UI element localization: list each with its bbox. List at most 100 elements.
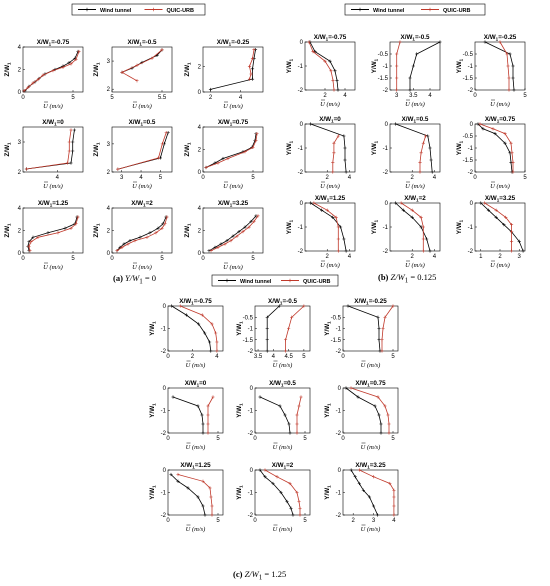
- legend: Wind tunnel QUIC-URB: [211, 274, 339, 287]
- data-point: [295, 490, 299, 495]
- data-point: [399, 201, 403, 205]
- data-point: [415, 52, 419, 56]
- data-point: [421, 249, 425, 253]
- data-point: [67, 140, 71, 144]
- x-tick-label: 3: [518, 254, 522, 260]
- data-point: [503, 132, 507, 136]
- data-point: [65, 161, 70, 165]
- y-tick-label: 3: [107, 59, 111, 65]
- data-point: [250, 67, 255, 71]
- axis-label-x: U (m/s): [273, 444, 293, 451]
- series-line: [310, 202, 347, 252]
- data-point: [208, 486, 212, 490]
- y-tick-label: -1: [383, 225, 389, 231]
- data-point: [510, 151, 514, 155]
- y-tick-label: -2: [336, 349, 342, 355]
- data-point: [393, 122, 398, 126]
- x-tick-label: 2: [326, 254, 330, 260]
- data-point: [28, 249, 32, 253]
- data-point: [371, 504, 376, 508]
- plot-frame: [202, 207, 264, 254]
- data-point: [138, 235, 142, 239]
- x-tick-label: 4: [239, 95, 243, 101]
- legend-marker: [288, 278, 292, 283]
- y-tick-label: -2: [161, 431, 167, 437]
- panel-title: X/W1=1.25: [315, 195, 346, 203]
- data-point: [383, 404, 387, 408]
- axis-label-x: U (m/s): [361, 444, 381, 451]
- data-point: [408, 76, 412, 80]
- panel-title: X/W1=0: [42, 119, 64, 127]
- data-point: [216, 161, 220, 165]
- panel-title: X/W1=-0.75: [314, 34, 347, 42]
- panel-title: X/W1=0: [185, 380, 207, 388]
- data-point: [258, 468, 262, 472]
- data-point: [387, 422, 391, 426]
- x-tick-label: 0: [110, 256, 114, 262]
- data-point: [241, 230, 245, 234]
- plot-frame: [202, 46, 264, 93]
- panel: 3 4 5 2 3 X/W1=0.5 Z/W1 U (m/s): [93, 119, 173, 190]
- data-point: [288, 431, 292, 435]
- data-point: [419, 151, 423, 155]
- panel-title: X/W1=3.25: [355, 462, 386, 470]
- axis-label-y: Y/W1: [456, 219, 464, 234]
- data-point: [196, 404, 200, 408]
- data-point: [160, 226, 164, 230]
- y-tick-label: 2: [198, 148, 202, 154]
- y-tick-label: -1.5: [331, 338, 342, 344]
- data-point: [249, 219, 253, 224]
- panel-title: X/W1=3.25: [218, 200, 249, 208]
- axis-label-y: Z/W1: [184, 62, 192, 77]
- panel: 2 4 0 -1 -2 X/W1=1.25 Y/W1 U (m/s): [286, 195, 356, 269]
- data-point: [221, 156, 225, 161]
- series-line: [23, 51, 80, 92]
- data-point: [211, 395, 215, 399]
- data-point: [252, 219, 256, 224]
- data-point: [395, 76, 399, 80]
- data-point: [517, 239, 521, 243]
- panel: 0 5 0 2 4 X/W1=2 Z/W1 U (m/s): [93, 200, 173, 271]
- axis-label-y: Z/W1: [184, 223, 192, 238]
- data-point: [133, 239, 137, 243]
- x-tick-label: 5: [391, 436, 395, 442]
- data-point: [483, 40, 487, 44]
- axis-label-x: U (m/s): [223, 264, 243, 271]
- data-point: [507, 76, 511, 80]
- y-tick-label: -2: [468, 88, 474, 94]
- y-tick-label: -2: [298, 88, 304, 94]
- data-point: [71, 140, 75, 144]
- data-point: [512, 88, 516, 92]
- panel: 0 5 -0.5 -1 -1.5 -2 X/W1=-0.25 Y/W1 U (m/s): [456, 34, 527, 108]
- axis-label-x: U (m/s): [223, 183, 243, 190]
- caption-b: (b) Z/W1 = 0.125: [378, 272, 437, 285]
- panel-title: X/W1=-0.75: [37, 39, 70, 47]
- x-tick-label: 4: [392, 518, 396, 524]
- data-point: [418, 160, 422, 164]
- x-tick-label: 4: [428, 93, 432, 99]
- data-point: [201, 422, 205, 426]
- panel-title: X/W1=2: [131, 200, 153, 208]
- data-point: [135, 79, 139, 83]
- legend-marker: [428, 7, 432, 12]
- axis-label-y: Y/W1: [286, 219, 294, 234]
- data-point: [290, 315, 294, 319]
- axis-label-x: U (m/s): [43, 183, 63, 190]
- data-point: [63, 226, 67, 230]
- data-point: [135, 63, 139, 67]
- data-point: [249, 72, 253, 76]
- data-point: [342, 237, 346, 241]
- y-tick-label: 0: [163, 304, 167, 310]
- data-point: [126, 242, 130, 246]
- data-point: [250, 77, 255, 81]
- y-tick-label: 3: [107, 142, 111, 148]
- x-tick-label: 2: [498, 254, 502, 260]
- x-tick-label: 0: [473, 175, 477, 181]
- y-tick-label: -1: [383, 146, 389, 152]
- y-tick-label: -0.5: [463, 134, 474, 140]
- data-point: [344, 249, 348, 253]
- x-tick-label: 0: [341, 436, 345, 442]
- panel-title: X/W1=2: [272, 462, 294, 470]
- data-point: [333, 69, 337, 73]
